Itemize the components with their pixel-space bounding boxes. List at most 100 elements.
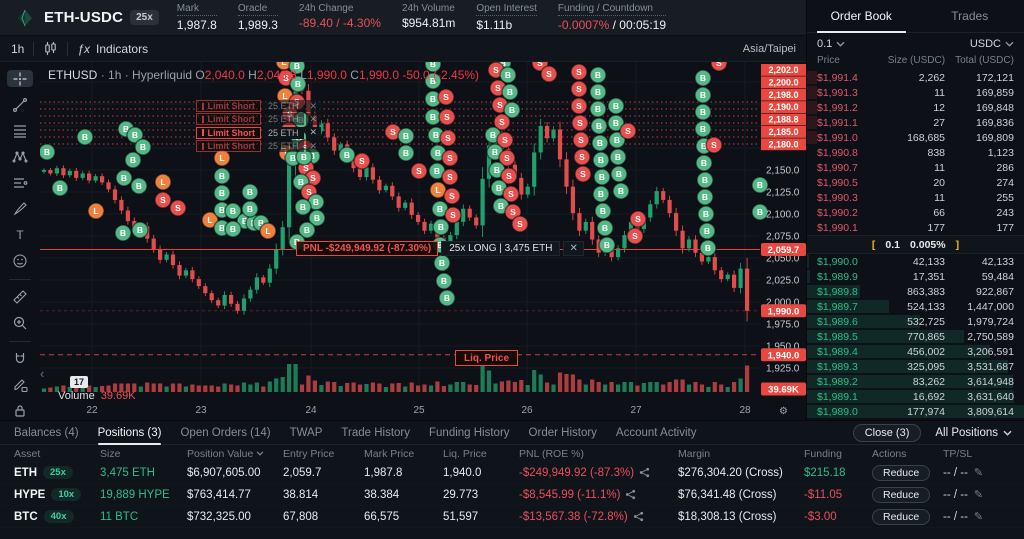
- svg-text:B: B: [219, 223, 225, 233]
- bid-row[interactable]: $1,989.2 83,262 3,614,948: [807, 374, 1024, 389]
- tab-balances-4[interactable]: Balances (4): [14, 426, 79, 439]
- ask-row[interactable]: $1,991.2 12 169,848: [807, 100, 1024, 115]
- spread-row: [ 0.1 0.005% ]: [807, 235, 1024, 254]
- share-icon[interactable]: [625, 489, 636, 500]
- cancel-order-icon[interactable]: ✕: [305, 126, 322, 139]
- ask-row[interactable]: $1,990.7 11 286: [817, 161, 1014, 174]
- divider: [67, 41, 69, 56]
- drawing-mode-tool-icon[interactable]: [7, 377, 33, 394]
- ask-row[interactable]: $1,991.3 11 169,859: [807, 85, 1024, 100]
- tab-positions-3[interactable]: Positions (3): [97, 421, 161, 445]
- tab-open-orders-14[interactable]: Open Orders (14): [180, 426, 271, 439]
- cancel-order-icon[interactable]: ✕: [305, 140, 322, 153]
- tick-size-dropdown[interactable]: 0.1: [817, 38, 845, 50]
- reduce-button[interactable]: Reduce: [872, 508, 931, 525]
- tab-twap[interactable]: TWAP: [289, 426, 323, 439]
- toolbar-collapse-chevron[interactable]: ‹: [40, 366, 45, 381]
- edit-tpsl-pencil-icon[interactable]: ✎: [973, 489, 984, 501]
- market-selector[interactable]: ETH-USDC 25x: [44, 9, 159, 26]
- position-row-btc[interactable]: BTC 40x 11 BTC $732,325.00 67,808 66,575 51,59…: [0, 506, 1024, 528]
- lock-drawings-tool-icon[interactable]: [7, 403, 33, 420]
- bid-row[interactable]: $1,990.0 42,133 42,133: [807, 254, 1024, 269]
- pnl-value-label: PNL -$249,949.92 (-87.30%): [296, 241, 439, 256]
- svg-text:S: S: [502, 135, 508, 145]
- ask-row[interactable]: $1,990.8 838 1,123: [817, 146, 1014, 159]
- ask-row[interactable]: $1,990.1 177 177: [817, 221, 1014, 234]
- brush-tool-icon[interactable]: [7, 201, 33, 218]
- limit-short-order-tag[interactable]: Limit Short 25 ETH ✕: [196, 140, 322, 153]
- quote-unit-dropdown[interactable]: USDC: [970, 38, 1014, 50]
- ask-row[interactable]: $1,990.5 20 274: [817, 176, 1014, 189]
- svg-text:B: B: [301, 152, 307, 162]
- candle-style-button[interactable]: [43, 41, 58, 56]
- ask-row[interactable]: $1,991.4 2,262 172,121: [807, 70, 1024, 85]
- svg-text:B: B: [613, 118, 619, 128]
- close-position-tag-icon[interactable]: ✕: [563, 241, 584, 256]
- limit-short-order-tag[interactable]: Limit Short 25 ETH ✕: [196, 100, 322, 112]
- divider: [33, 41, 35, 56]
- hyperliquid-logo-icon[interactable]: [16, 9, 34, 27]
- bid-row[interactable]: $1,989.8 863,383 922,867: [807, 284, 1024, 299]
- leverage-badge: 40x: [43, 510, 74, 523]
- price-chart[interactable]: BBBLBBBBBBBBLSSLLBBBBBBBBBBBLLLBSBLSSBSB…: [40, 62, 806, 420]
- bid-row[interactable]: $1,989.4 456,002 3,206,591: [807, 344, 1024, 359]
- bid-row[interactable]: $1,989.3 325,095 3,531,687: [807, 359, 1024, 374]
- svg-text:B: B: [435, 148, 441, 158]
- bid-row[interactable]: $1,989.6 532,725 1,979,724: [807, 314, 1024, 329]
- text-tool-icon[interactable]: T: [7, 227, 33, 244]
- tab-trades[interactable]: Trades: [951, 9, 989, 23]
- trend-line-tool-icon[interactable]: [7, 96, 33, 113]
- svg-text:1,925.0: 1,925.0: [766, 364, 800, 375]
- tab-account-activity[interactable]: Account Activity: [615, 426, 697, 439]
- fib-retracement-tool-icon[interactable]: [7, 122, 33, 139]
- magnet-tool-icon[interactable]: [7, 351, 33, 368]
- timeframe-button[interactable]: 1h: [11, 41, 25, 56]
- reduce-button[interactable]: Reduce: [872, 486, 931, 503]
- tab-funding-history[interactable]: Funding History: [429, 426, 510, 439]
- bid-row[interactable]: $1,989.0 177,974 3,809,614: [807, 404, 1024, 419]
- tab-trade-history[interactable]: Trade History: [341, 426, 410, 439]
- svg-text:22: 22: [86, 405, 98, 416]
- share-icon[interactable]: [633, 511, 644, 522]
- emoji-tool-icon[interactable]: [7, 253, 33, 270]
- edit-tpsl-pencil-icon[interactable]: ✎: [973, 511, 984, 523]
- positions-filter-dropdown[interactable]: All Positions: [935, 427, 1012, 439]
- edit-tpsl-pencil-icon[interactable]: ✎: [973, 467, 984, 479]
- limit-short-order-tag[interactable]: Limit Short 25 ETH ✕: [196, 113, 322, 126]
- ask-row[interactable]: $1,990.2 66 243: [817, 206, 1014, 219]
- bid-row[interactable]: $1,989.7 524,133 1,447,000: [807, 299, 1024, 314]
- cancel-order-icon[interactable]: ✕: [305, 100, 322, 112]
- ask-row[interactable]: $1,991.0 168,685 169,809: [807, 130, 1024, 145]
- position-row-eth[interactable]: ETH 25x 3,475 ETH $6,907,605.00 2,059.7 1,987…: [0, 462, 1024, 484]
- column-header: Mark Price: [364, 447, 415, 460]
- column-header[interactable]: Position Value: [187, 448, 283, 460]
- reduce-button[interactable]: Reduce: [872, 464, 931, 481]
- svg-text:B: B: [494, 165, 500, 175]
- cancel-order-icon[interactable]: ✕: [305, 113, 322, 126]
- close-all-button[interactable]: Close (3): [852, 423, 922, 442]
- share-icon[interactable]: [639, 467, 650, 478]
- bid-row[interactable]: $1,989.1 16,692 3,631,640: [807, 389, 1024, 404]
- timezone-button[interactable]: Asia/Taipei: [742, 42, 796, 55]
- zoom-in-tool-icon[interactable]: [7, 315, 33, 332]
- limit-short-order-tag[interactable]: Limit Short 25 ETH ✕: [196, 126, 322, 139]
- bid-row[interactable]: $1,989.9 17,351 59,484: [807, 269, 1024, 284]
- svg-text:L: L: [160, 177, 165, 187]
- asset-name: BTC: [14, 510, 38, 523]
- position-row-hype[interactable]: HYPE 10x 19,889 HYPE $763,414.77 38.814 38.38…: [0, 484, 1024, 506]
- ask-row[interactable]: $1,991.1 27 169,836: [807, 115, 1024, 130]
- ask-row[interactable]: $1,990.3 11 255: [817, 191, 1014, 204]
- tab-order-book[interactable]: Order Book: [807, 0, 916, 33]
- svg-text:S: S: [576, 67, 582, 77]
- crosshair-tool-icon[interactable]: [7, 70, 33, 88]
- indicators-button[interactable]: ƒx Indicators: [77, 41, 149, 56]
- svg-text:S: S: [303, 163, 309, 173]
- bid-row[interactable]: $1,989.5 770,865 2,750,589: [807, 329, 1024, 344]
- svg-text:S: S: [359, 156, 365, 166]
- xabcd-pattern-tool-icon[interactable]: [7, 148, 33, 165]
- forecast-tool-icon[interactable]: [7, 174, 33, 191]
- ruler-tool-icon[interactable]: [7, 289, 33, 306]
- svg-text:2,000.0: 2,000.0: [766, 298, 800, 309]
- tab-order-history[interactable]: Order History: [528, 426, 597, 439]
